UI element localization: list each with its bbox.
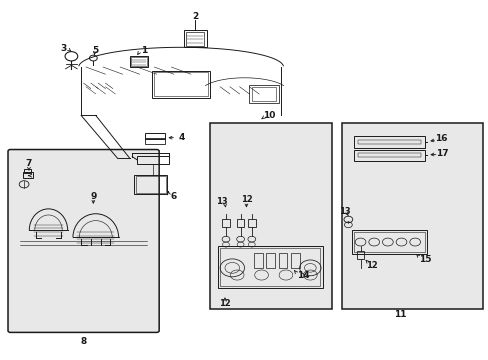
Text: 3: 3 xyxy=(60,44,66,53)
Bar xyxy=(22,172,33,178)
Bar xyxy=(249,85,278,103)
Bar xyxy=(185,32,203,45)
Bar xyxy=(131,57,147,66)
Text: 12: 12 xyxy=(219,299,230,308)
Bar xyxy=(278,253,287,268)
Bar xyxy=(152,71,210,98)
Bar xyxy=(254,253,263,268)
Bar xyxy=(353,232,425,252)
Text: 16: 16 xyxy=(434,134,447,143)
Text: 17: 17 xyxy=(435,149,448,158)
Text: 6: 6 xyxy=(170,192,177,201)
Bar xyxy=(290,253,299,268)
Text: 14: 14 xyxy=(296,270,309,279)
Bar xyxy=(236,219,244,226)
Bar xyxy=(136,176,165,193)
Bar xyxy=(137,156,168,164)
Bar xyxy=(183,30,206,47)
Text: 15: 15 xyxy=(418,255,430,264)
Bar xyxy=(356,251,364,259)
Text: 7: 7 xyxy=(26,159,32,168)
Bar xyxy=(357,140,420,144)
Bar xyxy=(222,219,229,226)
Text: 13: 13 xyxy=(215,197,227,206)
Text: 10: 10 xyxy=(262,111,275,120)
Bar xyxy=(217,246,322,288)
Bar xyxy=(24,168,31,173)
Bar xyxy=(357,153,420,157)
Text: 13: 13 xyxy=(339,207,350,216)
Text: 1: 1 xyxy=(141,46,147,55)
Text: 11: 11 xyxy=(393,310,406,319)
Bar xyxy=(144,133,164,139)
Bar xyxy=(130,55,148,67)
FancyBboxPatch shape xyxy=(8,149,159,332)
Text: 12: 12 xyxy=(366,261,377,270)
Text: 12: 12 xyxy=(240,195,252,204)
Text: 9: 9 xyxy=(90,192,96,201)
Text: 8: 8 xyxy=(81,337,86,346)
Bar xyxy=(353,136,424,148)
Bar xyxy=(251,87,276,101)
Bar xyxy=(144,138,164,144)
Bar xyxy=(154,72,207,96)
Bar xyxy=(220,248,320,286)
Bar xyxy=(351,230,427,253)
Text: 5: 5 xyxy=(92,46,99,55)
Bar xyxy=(210,123,331,309)
Bar xyxy=(134,175,167,194)
Bar xyxy=(266,253,275,268)
Bar xyxy=(341,123,483,309)
Text: 2: 2 xyxy=(192,12,198,21)
Bar xyxy=(353,149,424,161)
Text: 4: 4 xyxy=(179,133,185,142)
Bar xyxy=(247,219,255,226)
